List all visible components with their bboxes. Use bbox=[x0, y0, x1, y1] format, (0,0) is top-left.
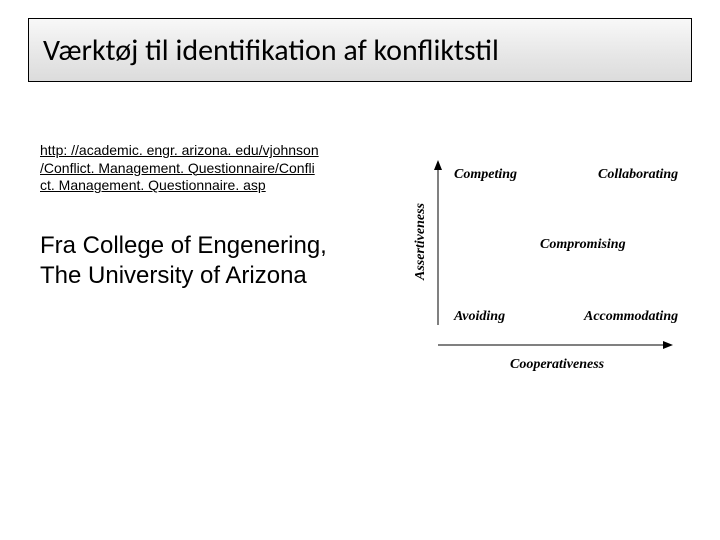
y-axis-label: Assertiveness bbox=[413, 202, 428, 281]
quadrant-top-right: Collaborating bbox=[598, 167, 678, 182]
quadrant-top-left: Competing bbox=[454, 167, 517, 182]
quadrant-bottom-left: Avoiding bbox=[453, 309, 505, 324]
quadrant-center: Compromising bbox=[540, 237, 626, 252]
link-line-3: ct. Management. Questionnaire. asp bbox=[40, 177, 266, 193]
link-line-1: http: //academic. engr. arizona. edu/vjo… bbox=[40, 142, 319, 158]
y-axis-arrow-icon bbox=[434, 160, 442, 170]
reference-link[interactable]: http: //academic. engr. arizona. edu/vjo… bbox=[40, 142, 350, 195]
x-axis-arrow-icon bbox=[663, 341, 673, 349]
title-bar: Værktøj til identifikation af konfliktst… bbox=[28, 18, 692, 82]
link-line-2: /Conflict. Management. Questionnaire/Con… bbox=[40, 160, 315, 176]
x-axis-label: Cooperativeness bbox=[510, 357, 605, 372]
page-title: Værktøj til identifikation af konfliktst… bbox=[43, 32, 499, 69]
quadrant-bottom-right: Accommodating bbox=[583, 309, 678, 324]
source-description: Fra College of Engenering, The Universit… bbox=[40, 231, 350, 291]
left-column: http: //academic. engr. arizona. edu/vjo… bbox=[40, 142, 350, 291]
conflict-style-chart: Assertiveness Cooperativeness Competing … bbox=[400, 150, 700, 380]
